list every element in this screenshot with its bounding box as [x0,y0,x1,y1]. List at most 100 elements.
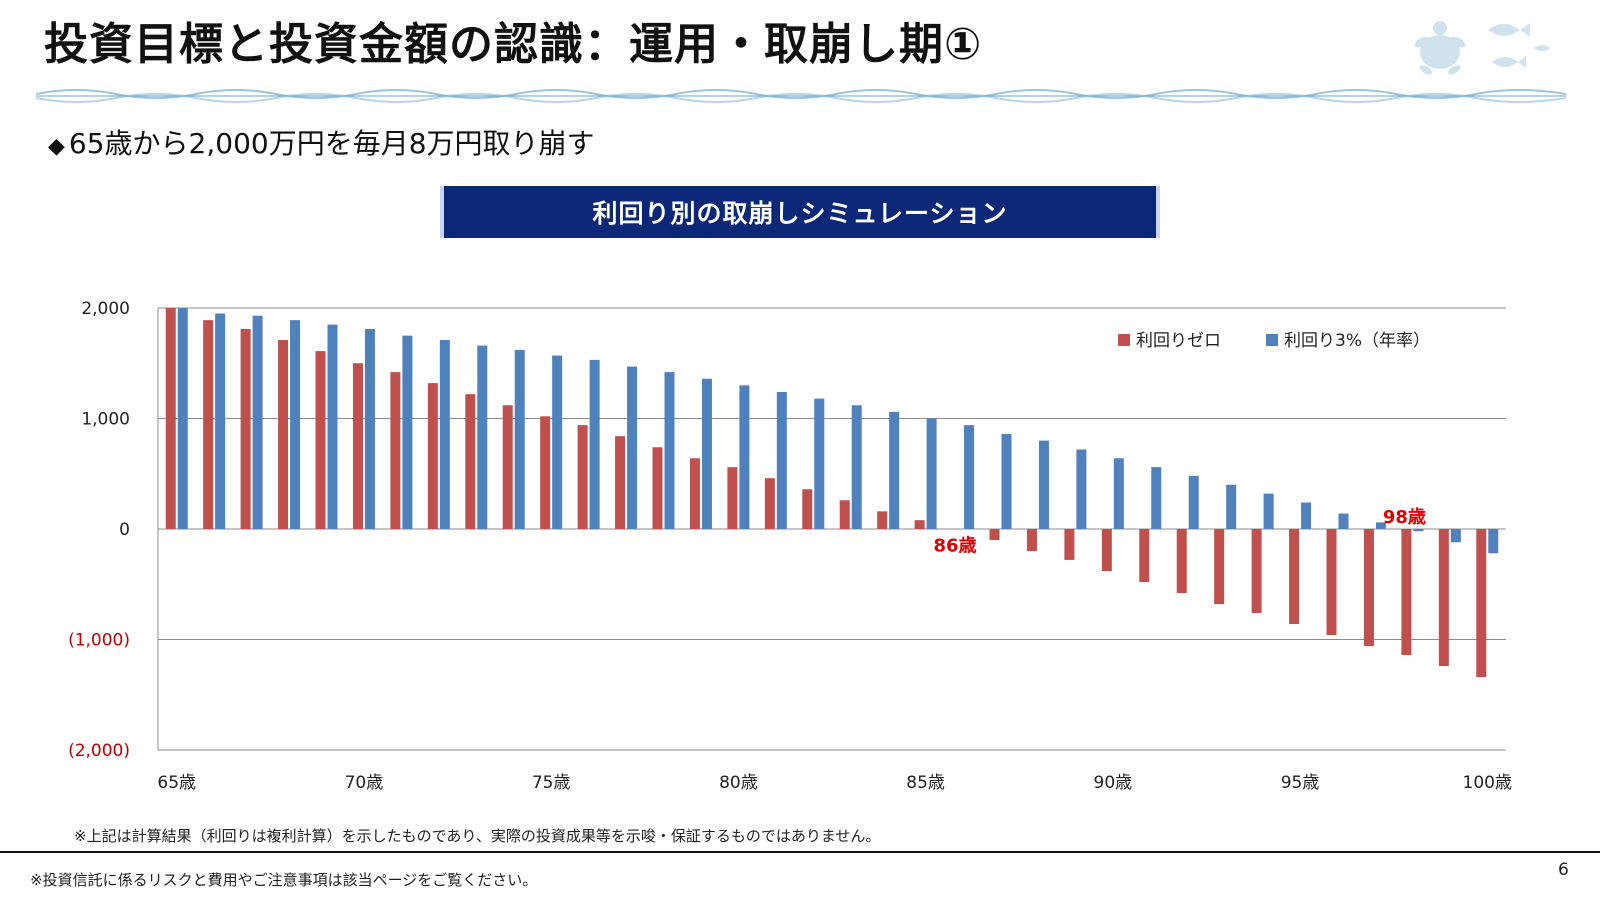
bar-yield-3pct [1113,458,1124,529]
bar-yield-3pct [1488,529,1499,554]
bar-yield-3pct [439,340,450,529]
legend-label: 利回りゼロ [1136,331,1221,351]
bar-yield-3pct [1038,440,1049,529]
bar-yield-zero [203,320,214,529]
withdrawal-simulation-chart: 2,000 1,000 0 (1,000) (2,000) 65歳 70歳 75歳 80歳 85歳… [68,299,1512,793]
chart-title-banner: 利回り別の取崩しシミュレーション [440,186,1160,238]
y-tick-label: 0 [119,520,130,540]
bar-yield-zero [540,416,551,529]
bar-yield-3pct [926,418,937,529]
bar-yield-3pct [215,313,226,529]
bar-yield-3pct [402,335,413,529]
bar-yield-zero [1326,529,1337,636]
bar-yield-3pct [514,349,525,529]
bar-yield-zero [1026,529,1037,552]
page-number: 6 [1558,860,1569,880]
bar-yield-zero [1064,529,1075,560]
bar-yield-3pct [252,315,263,529]
bar-yield-3pct [1188,475,1199,529]
subtitle: ◆ 65歳から2,000万円を毎月8万円取り崩す [48,122,595,162]
y-tick-label: (1,000) [68,631,130,651]
bar-yield-3pct [964,425,975,529]
footer-note: ※投資信託に係るリスクと費用やご注意事項は該当ページをご覧ください。 [30,871,538,889]
bar-yield-zero [1363,529,1374,647]
footer-divider [0,851,1600,853]
x-tick-label: 85歳 [906,773,945,793]
bar-yield-3pct [1450,529,1461,543]
bar-yield-3pct [177,308,188,529]
bar-yield-3pct [889,411,900,529]
bar-yield-zero [877,511,888,529]
x-tick-label: 100歳 [1463,773,1512,793]
x-tick-label: 90歳 [1094,773,1133,793]
bar-yield-zero [390,372,401,529]
bar-yield-zero [1476,529,1487,678]
bar-yield-3pct [1413,529,1424,532]
bar-yield-3pct [776,391,787,529]
bar-yield-3pct [290,320,301,529]
legend-label: 利回り3%（年率） [1284,331,1430,351]
bar-yield-zero [1176,529,1187,594]
bar-yield-zero [764,478,775,529]
sea-turtle-fish-icon [1414,21,1550,75]
x-tick-label: 75歳 [532,773,571,793]
chart-title-text: 利回り別の取崩しシミュレーション [592,199,1008,228]
bar-yield-zero [1289,529,1300,625]
bar-yield-zero [577,425,588,529]
x-tick-label: 95歳 [1281,773,1320,793]
subtitle-text: 65歳から2,000万円を毎月8万円取り崩す [68,127,595,160]
annotation-label: 86歳 [934,536,977,557]
bar-yield-3pct [627,366,638,529]
bar-yield-zero [427,383,438,529]
y-tick-label: (2,000) [68,741,130,761]
bar-yield-zero [727,467,738,529]
bar-yield-3pct [1263,493,1274,529]
bar-yield-zero [1401,529,1412,655]
bar-yield-zero [465,394,476,529]
y-tick-label: 2,000 [81,299,130,319]
bar-yield-3pct [739,385,750,529]
bar-yield-zero [989,529,1000,541]
y-tick-label: 1,000 [81,410,130,430]
bar-yield-zero [315,351,326,529]
slide-title: 投資目標と投資金額の認識：運用・取崩し期① [44,19,983,70]
bar-yield-3pct [477,345,488,529]
legend-swatch [1118,334,1130,346]
subtitle-bullet: ◆ [48,134,65,159]
bar-yield-3pct [327,324,338,529]
bar-yield-zero [652,447,663,529]
bar-yield-3pct [589,359,600,529]
bar-yield-3pct [814,398,825,529]
bar-yield-3pct [701,378,712,529]
bar-yield-3pct [552,355,563,529]
bar-yield-zero [839,500,850,529]
bar-yield-3pct [1076,449,1087,529]
bar-yield-3pct [1375,522,1386,529]
bar-yield-zero [1101,529,1112,571]
bar-yield-3pct [1151,467,1162,529]
title-wave-divider [36,89,1566,103]
bar-yield-3pct [1338,513,1349,529]
bar-yield-zero [914,520,925,529]
x-tick-label: 65歳 [157,773,196,793]
bar-yield-zero [502,405,513,529]
bar-yield-zero [1251,529,1262,613]
x-tick-label: 80歳 [719,773,758,793]
bar-yield-zero [689,458,700,529]
legend-swatch [1266,334,1278,346]
bar-yield-3pct [1001,433,1012,529]
x-tick-label: 70歳 [345,773,384,793]
bar-yield-3pct [364,328,375,529]
bar-yield-3pct [851,405,862,529]
bar-yield-zero [240,328,251,529]
bar-yield-zero [802,489,813,529]
bar-yield-3pct [664,372,675,529]
annotation-label: 98歳 [1383,507,1426,528]
bar-yield-3pct [1226,484,1237,529]
bar-yield-zero [352,363,363,529]
bar-yield-zero [278,340,289,529]
bar-yield-3pct [1301,502,1312,529]
bar-yield-zero [1214,529,1225,605]
bar-yield-zero [615,436,626,529]
bar-yield-zero [165,308,176,529]
